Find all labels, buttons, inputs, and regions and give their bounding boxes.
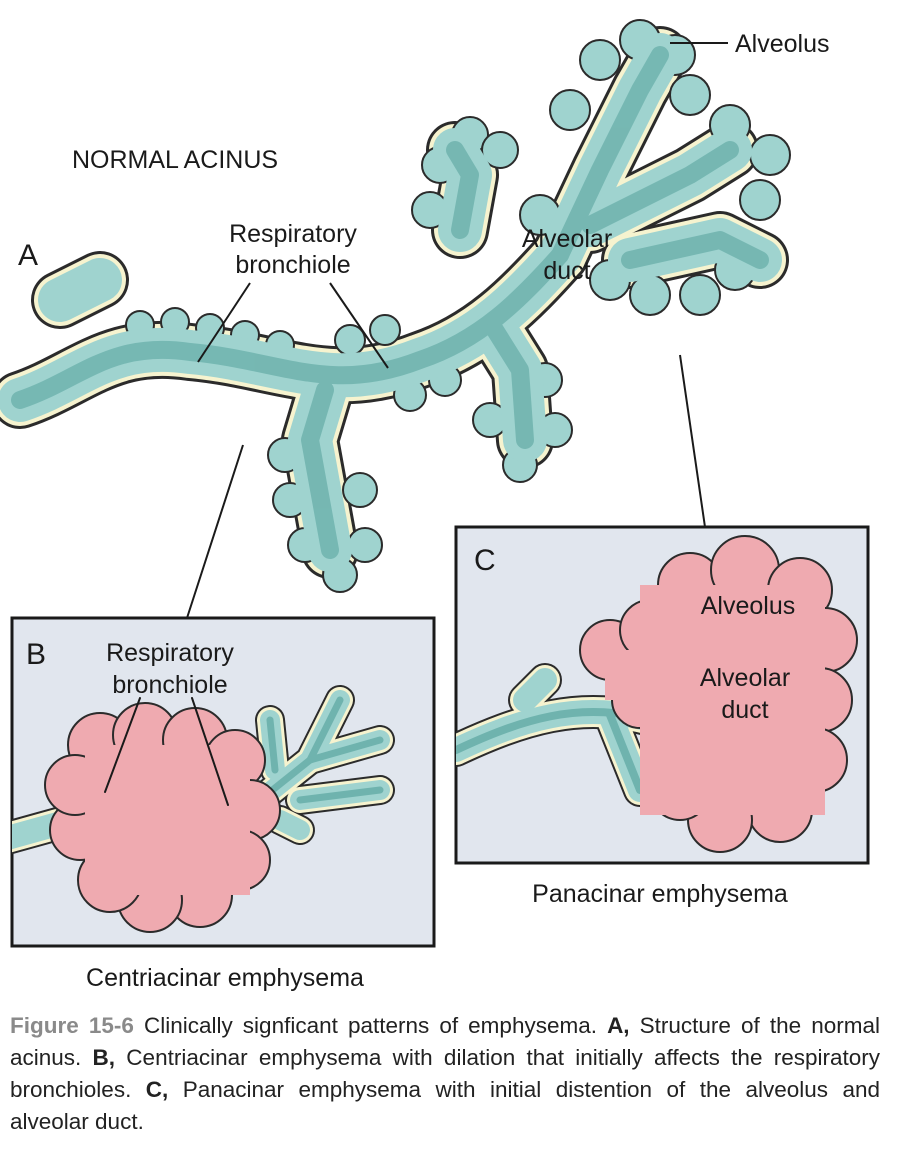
panel-b-respiratory-label-line1: Respiratory	[106, 639, 234, 667]
caption-text-a: Structure of the normal acinus.	[10, 1013, 880, 1070]
normal-acinus-drawing	[0, 19, 791, 593]
figure-caption: Figure 15-6 Clinically signficant patter…	[10, 1010, 880, 1138]
centriacinar-subtitle: Centriacinar emphysema	[86, 964, 364, 992]
panel-a-duct-label-line2: duct	[543, 257, 590, 285]
panel-c-duct-label-line2: duct	[721, 696, 768, 724]
emphysema-figure: A NORMAL ACINUS Respiratory bronchiole A…	[0, 19, 870, 992]
panel-b-letter: B	[26, 638, 46, 671]
normal-acinus-title: NORMAL ACINUS	[72, 146, 278, 174]
centriacinar-drawing: Respiratory bronchiole	[12, 639, 395, 933]
panel-a-duct-label-line1: Alveolar	[522, 225, 612, 253]
panel-a-respiratory-label-line2: bronchiole	[235, 251, 350, 279]
panel-b-respiratory-label-line2: bronchiole	[112, 671, 227, 699]
panel-b-leader-lines	[104, 697, 229, 806]
panacinar-subtitle: Panacinar emphysema	[532, 880, 788, 908]
panel-a-alveolus-label: Alveolus	[735, 30, 830, 58]
panel-a-letter: A	[18, 239, 38, 272]
caption-marker-b: B,	[92, 1045, 116, 1070]
figure-number: Figure 15-6	[10, 1013, 134, 1038]
panel-a-respiratory-label-line1: Respiratory	[229, 220, 357, 248]
panacinar-drawing: Alveolus Alveolar duct	[456, 535, 858, 853]
caption-text-c: Panacinar emphysema with initial distent…	[10, 1077, 880, 1134]
caption-text-b: Centriacinar emphysema with dilation tha…	[10, 1045, 880, 1102]
panel-a-leader-lines	[186, 42, 728, 619]
caption-text-intro: Clinically signficant patterns of emphys…	[133, 1013, 608, 1038]
caption-marker-c: C,	[145, 1077, 169, 1102]
panel-c-alveolus-label: Alveolus	[701, 592, 796, 620]
caption-marker-a: A,	[607, 1013, 630, 1038]
panel-c-duct-label-line1: Alveolar	[700, 664, 790, 692]
panel-c-letter: C	[474, 544, 496, 577]
